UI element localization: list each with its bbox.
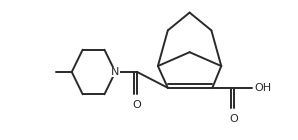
- Text: OH: OH: [254, 83, 271, 93]
- Text: O: O: [230, 114, 238, 124]
- Text: O: O: [133, 100, 142, 110]
- Text: N: N: [111, 67, 119, 77]
